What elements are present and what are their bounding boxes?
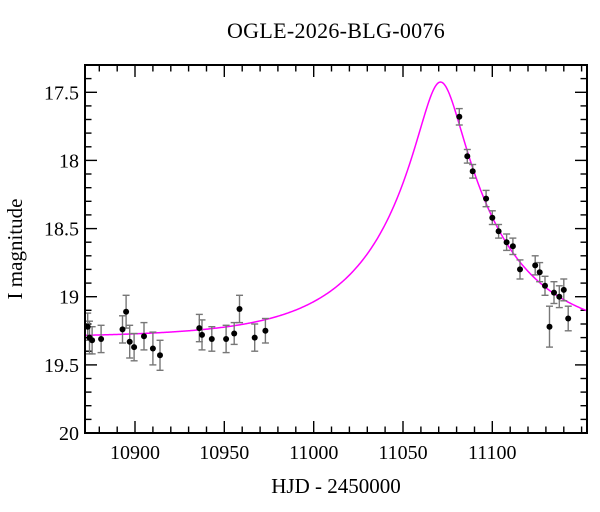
y-tick-label: 19.5 bbox=[44, 355, 79, 377]
data-point bbox=[84, 323, 91, 330]
data-point bbox=[517, 266, 523, 273]
error-bars bbox=[84, 107, 572, 371]
x-tick-label: 11100 bbox=[468, 442, 517, 464]
data-point bbox=[149, 345, 156, 352]
data-point bbox=[131, 344, 138, 351]
data-point bbox=[119, 326, 126, 333]
data-point bbox=[126, 338, 133, 345]
y-tick-label: 18.5 bbox=[44, 219, 79, 241]
data-point bbox=[236, 306, 243, 312]
data-point bbox=[208, 336, 215, 342]
x-axis-label: HJD - 2450000 bbox=[271, 474, 401, 498]
tick-labels: 10900 10950 11000 11050 11100 17.5 18 18.5 19 19.… bbox=[44, 82, 517, 464]
data-point bbox=[157, 352, 163, 359]
data-point bbox=[536, 269, 543, 276]
x-tick-label: 10950 bbox=[199, 442, 249, 464]
data-point bbox=[542, 282, 548, 289]
model-curve bbox=[84, 81, 588, 337]
data-point bbox=[464, 153, 471, 160]
y-tick-label: 17.5 bbox=[44, 82, 79, 104]
plot-title: OGLE-2026-BLG-0076 bbox=[227, 18, 445, 43]
data-point bbox=[495, 228, 502, 235]
data-point bbox=[489, 214, 496, 221]
data-point bbox=[469, 168, 476, 175]
y-tick-label: 19 bbox=[59, 287, 79, 309]
data-point bbox=[503, 239, 510, 246]
data-point bbox=[199, 331, 205, 338]
model-curve-group bbox=[84, 81, 588, 337]
data-point bbox=[223, 336, 230, 342]
data-point bbox=[98, 336, 105, 342]
plot-frame bbox=[84, 64, 588, 434]
data-point bbox=[262, 327, 269, 334]
data-point bbox=[483, 195, 490, 202]
axis-ticks bbox=[85, 64, 587, 434]
data-point bbox=[123, 308, 130, 315]
data-point bbox=[560, 286, 567, 293]
data-point bbox=[509, 243, 516, 250]
x-tick-label: 11050 bbox=[378, 442, 427, 464]
data-point bbox=[141, 333, 147, 340]
x-tick-label: 11000 bbox=[289, 442, 338, 464]
data-point bbox=[196, 325, 203, 332]
data-point bbox=[565, 315, 572, 322]
plot-content: 10900 10950 11000 11050 11100 17.5 18 18.5 19 19.… bbox=[44, 64, 588, 464]
data-point bbox=[551, 289, 557, 296]
data-point bbox=[546, 323, 553, 330]
data-point bbox=[89, 337, 96, 344]
data-point bbox=[231, 330, 238, 337]
y-axis-label: I magnitude bbox=[3, 199, 27, 300]
data-point bbox=[556, 293, 563, 300]
x-tick-label: 10900 bbox=[110, 442, 160, 464]
data-point bbox=[532, 262, 539, 269]
y-tick-label: 20 bbox=[59, 423, 79, 445]
data-points bbox=[84, 113, 572, 359]
data-point bbox=[251, 334, 258, 341]
y-tick-label: 18 bbox=[59, 150, 79, 172]
data-point bbox=[456, 113, 463, 120]
